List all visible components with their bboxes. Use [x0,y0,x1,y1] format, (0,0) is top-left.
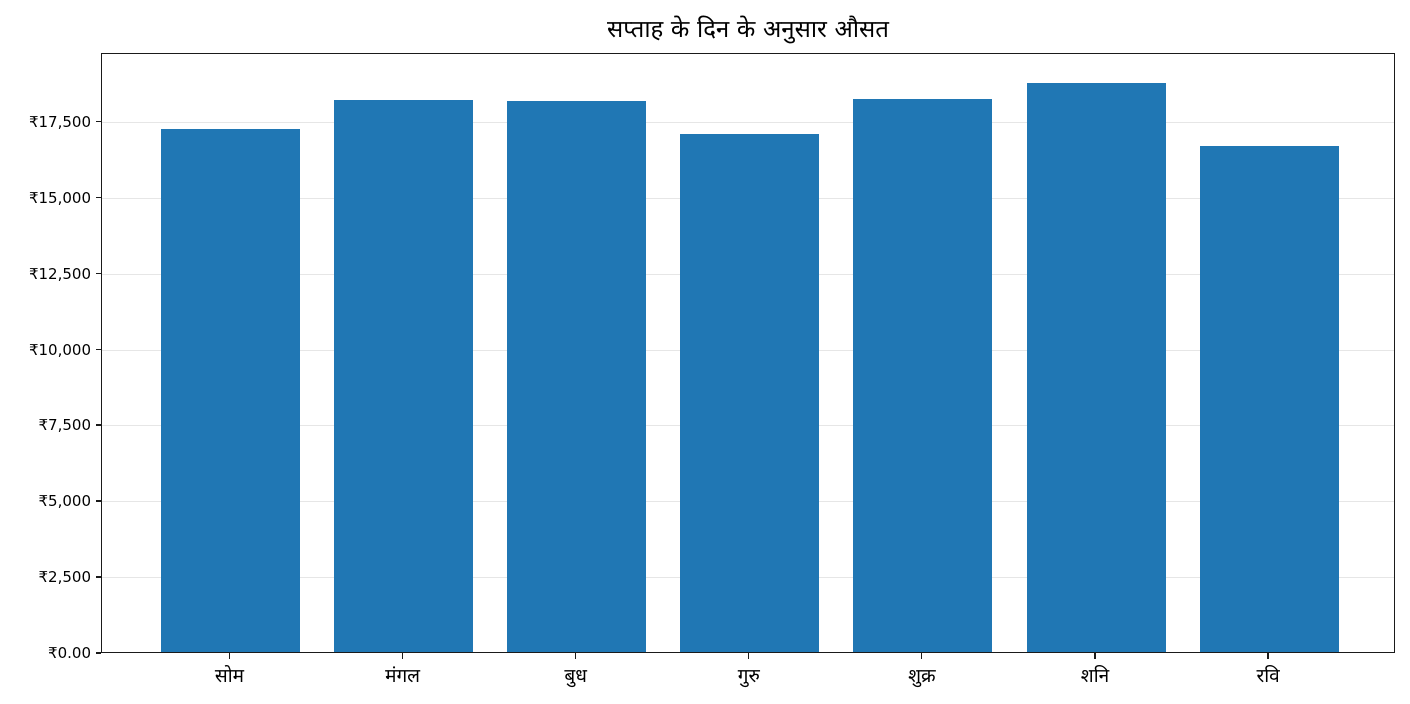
y-tick-mark [96,196,101,199]
bar-6 [1199,145,1339,653]
chart-title: सप्ताह के दिन के अनुसार औसत [607,15,889,43]
y-tick: ₹17,500 [0,112,101,132]
x-tick-mark [1094,653,1096,659]
y-tick: ₹10,000 [0,340,101,360]
y-tick-mark [96,120,101,123]
y-tick-label: ₹2,500 [38,568,92,587]
bar-1 [334,99,474,653]
y-tick-label: ₹17,500 [28,112,91,131]
x-tick-mark [1267,653,1269,659]
y-tick-label: ₹7,500 [38,416,92,435]
x-tick-label: शनि [1080,665,1110,687]
y-tick: ₹5,000 [0,491,101,511]
x-tick-mark [920,653,923,659]
y-gridline [102,121,1394,123]
y-tick-label: ₹15,000 [28,188,91,207]
y-tick-mark [96,500,101,502]
bar-0 [161,128,300,653]
y-tick-label: ₹5,000 [38,492,92,511]
y-tick-mark [96,652,101,654]
y-tick-label: ₹12,500 [28,264,91,283]
x-tick-label: बुध [564,665,587,687]
y-tick: ₹2,500 [0,567,101,587]
y-tick-mark [96,348,101,350]
y-tick: ₹12,500 [0,264,101,284]
bar-5 [1026,82,1166,653]
plot-area [101,53,1395,653]
bar-2 [507,100,647,653]
bar-4 [853,98,993,653]
x-tick-label: गुरु [737,665,760,687]
y-tick: ₹7,500 [0,415,101,435]
x-tick-label: मंगल [385,665,421,687]
x-tick-mark [574,653,577,659]
x-tick-mark [747,653,750,659]
x-tick-mark [401,653,404,659]
y-tick-label: ₹0.00 [48,644,91,662]
y-tick-mark [96,576,101,578]
x-tick-label: रवि [1256,665,1280,687]
y-tick: ₹15,000 [0,188,101,208]
y-tick: ₹0.00 [0,643,101,663]
x-tick-label: शुक्र [908,665,936,687]
bar-3 [680,133,820,653]
x-tick-mark [228,653,230,659]
x-tick-label: सोम [214,665,245,687]
y-tick-mark [96,272,101,275]
y-tick-mark [96,424,101,426]
y-tick-label: ₹10,000 [28,340,91,359]
